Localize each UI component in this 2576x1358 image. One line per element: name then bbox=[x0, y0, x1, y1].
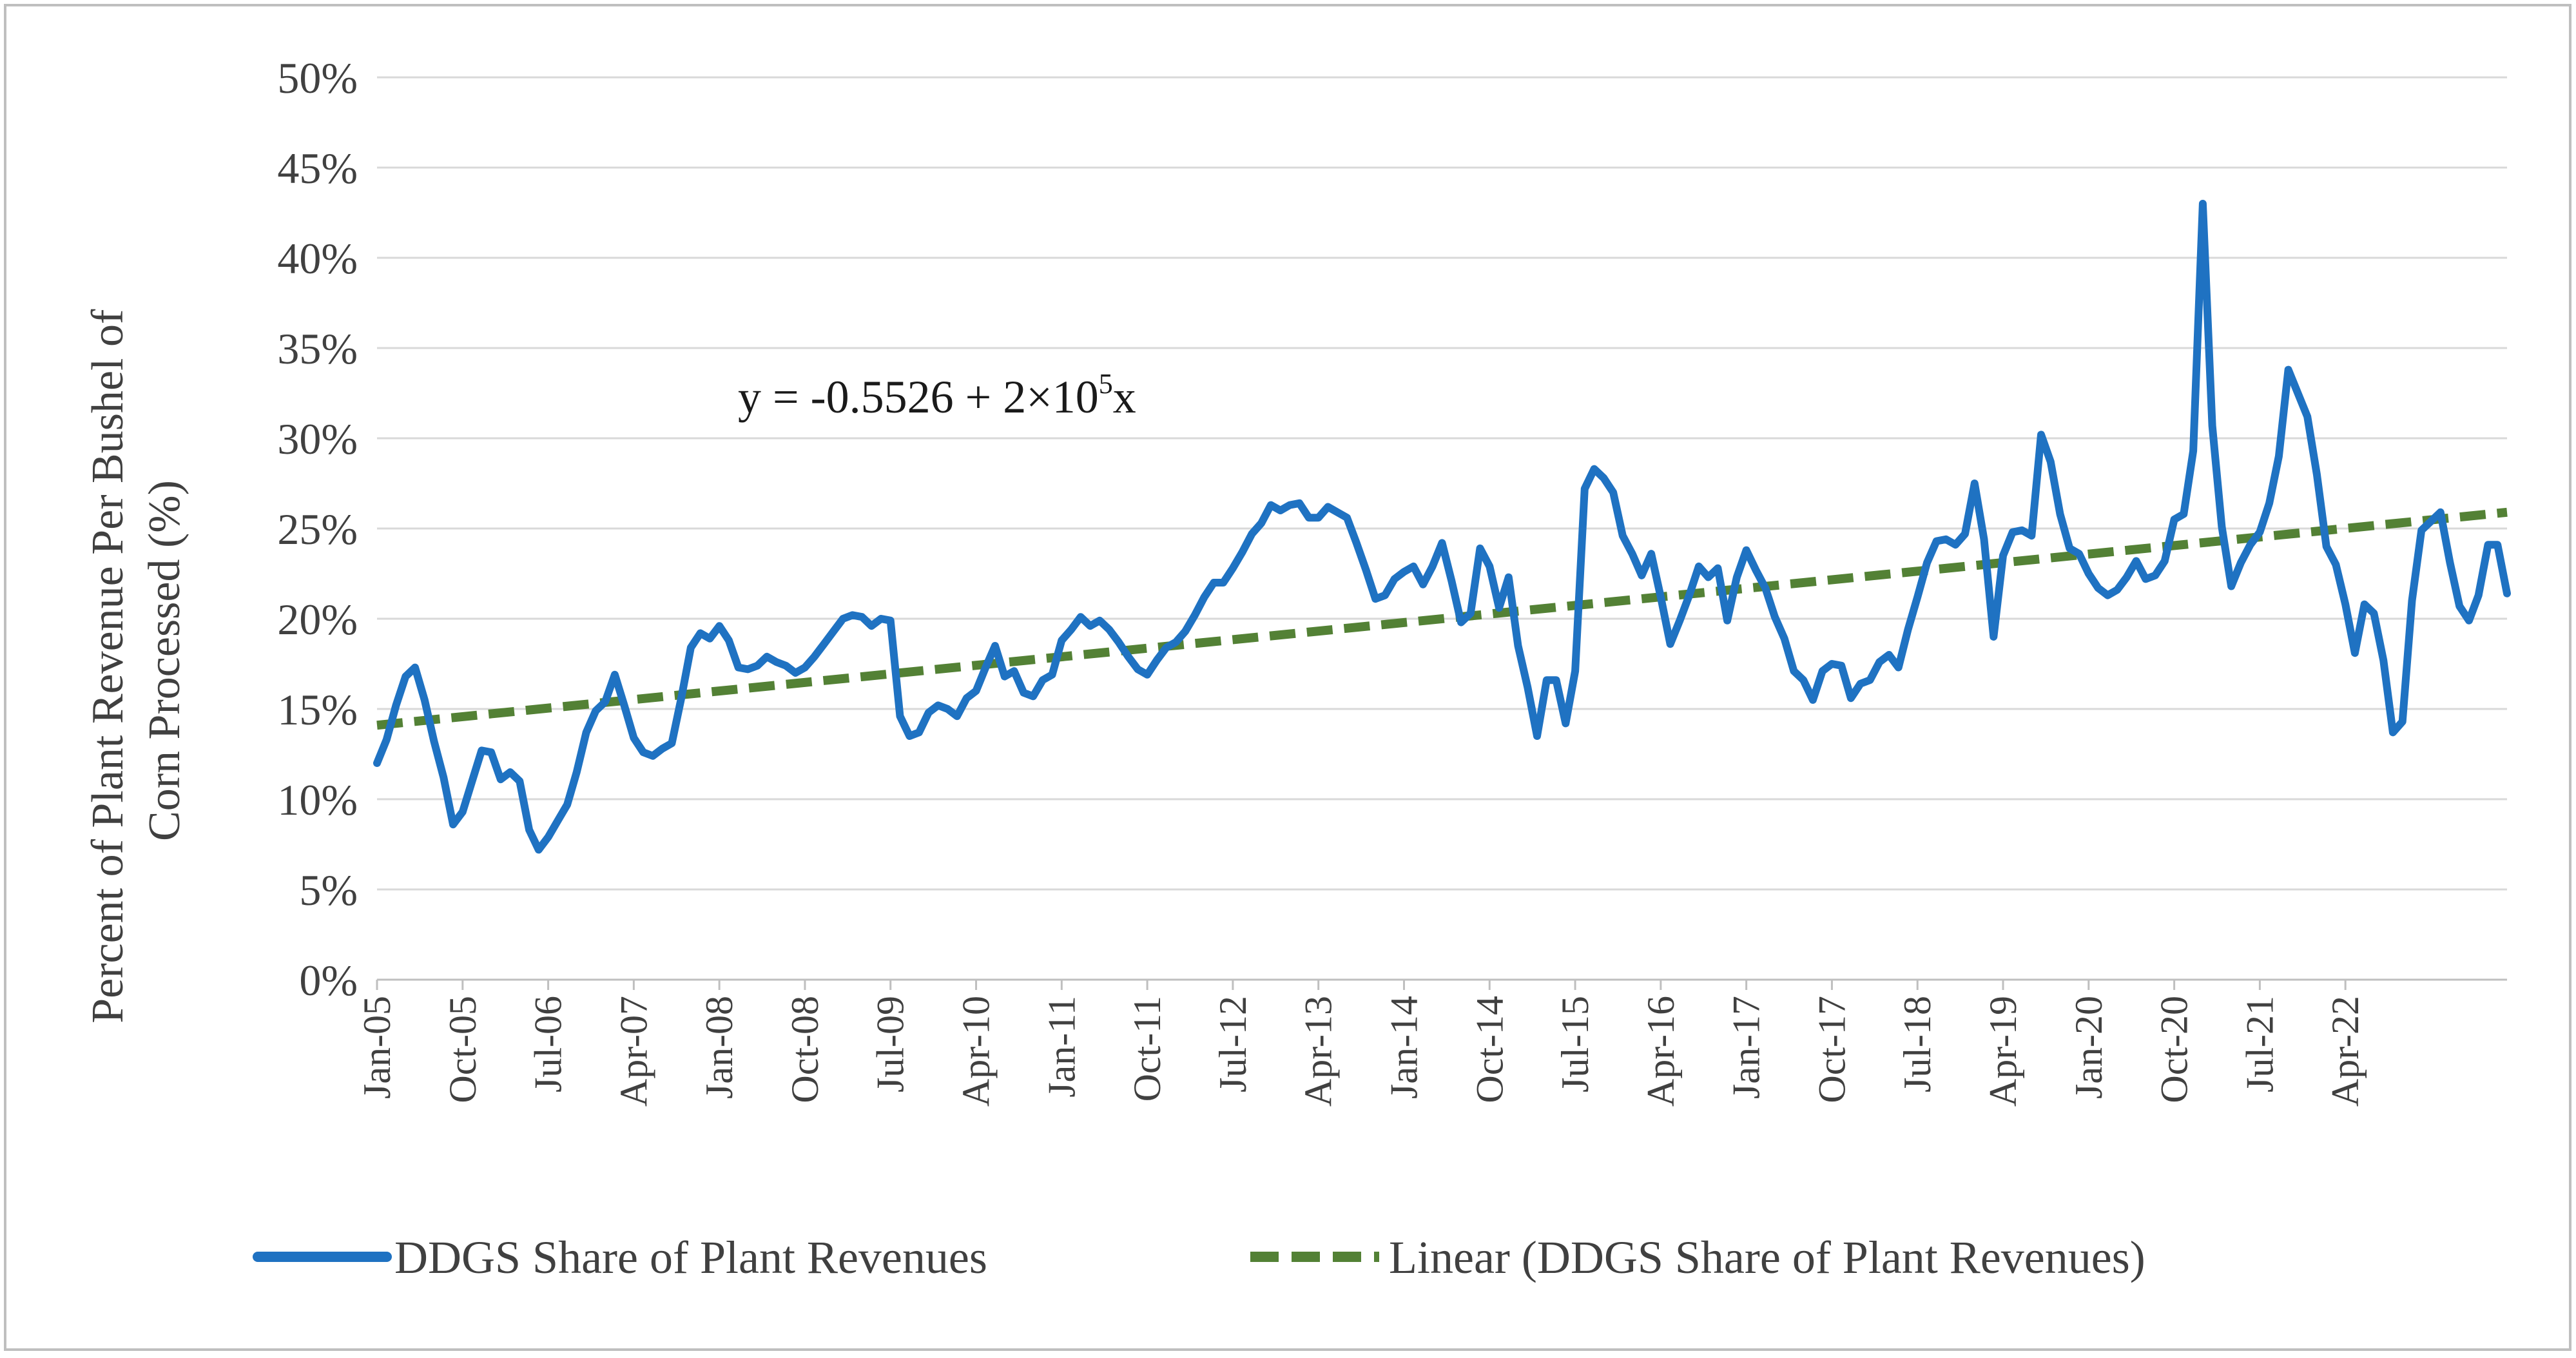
y-tick-label: 0% bbox=[299, 956, 358, 1005]
x-tick-label: Oct-17 bbox=[1810, 996, 1853, 1103]
y-tick-label: 5% bbox=[299, 866, 358, 915]
x-tick-label: Jul-12 bbox=[1212, 996, 1254, 1092]
y-axis-label: Percent of Plant Revenue Per Bushel of C… bbox=[83, 298, 189, 1023]
y-tick-label: 35% bbox=[277, 324, 358, 373]
x-tick-label: Jan-20 bbox=[2068, 996, 2110, 1099]
x-tick-label: Jul-18 bbox=[1896, 996, 1939, 1092]
x-tick-label: Jul-15 bbox=[1554, 996, 1596, 1092]
x-tick-label: Apr-07 bbox=[612, 996, 655, 1107]
y-tick-label: 10% bbox=[277, 775, 358, 824]
y-tick-label: 45% bbox=[277, 144, 358, 193]
x-tick-label: Apr-19 bbox=[1982, 996, 2024, 1107]
x-tick-label: Jan-11 bbox=[1040, 996, 1083, 1098]
x-tick-label: Jan-08 bbox=[698, 996, 741, 1099]
trendline-equation: y = -0.5526 + 2×105x bbox=[738, 368, 1136, 423]
legend: DDGS Share of Plant Revenues Linear (DDG… bbox=[253, 1232, 2145, 1283]
x-tick-label: Apr-22 bbox=[2324, 996, 2367, 1107]
series-group bbox=[373, 200, 2511, 854]
x-tick-label: Jan-14 bbox=[1382, 996, 1425, 1099]
y-tick-label: 15% bbox=[277, 685, 358, 734]
x-tick-label: Jul-09 bbox=[869, 996, 912, 1092]
y-tick-label: 50% bbox=[277, 53, 358, 102]
equation-prefix: y = -0.5526 + 2×10 bbox=[738, 371, 1099, 423]
x-tick-label: Jul-06 bbox=[527, 996, 570, 1092]
y-axis-label-line2: Corn Processed (%) bbox=[140, 480, 189, 841]
x-tick-label: Oct-05 bbox=[441, 996, 484, 1103]
x-tick-label: Oct-08 bbox=[784, 996, 826, 1103]
x-tick-label: Apr-13 bbox=[1297, 996, 1340, 1107]
gridlines bbox=[377, 76, 2507, 981]
y-tick-label: 25% bbox=[277, 505, 358, 554]
y-axis-label-line1: Percent of Plant Revenue Per Bushel of bbox=[83, 309, 133, 1023]
x-tick-label: Jul-21 bbox=[2238, 996, 2281, 1092]
series-linear-trendline bbox=[376, 507, 2508, 730]
x-tick-label: Jan-05 bbox=[356, 996, 398, 1099]
x-tick-label: Jan-17 bbox=[1725, 996, 1768, 1099]
x-tick-label: Apr-16 bbox=[1640, 996, 1682, 1107]
equation-suffix: x bbox=[1113, 371, 1136, 423]
x-tick-label: Apr-10 bbox=[955, 996, 998, 1107]
x-tick-label: Oct-20 bbox=[2153, 996, 2196, 1103]
y-tick-label: 20% bbox=[277, 595, 358, 644]
x-tick-label: Oct-14 bbox=[1468, 996, 1511, 1103]
x-tick-label: Oct-11 bbox=[1126, 996, 1168, 1101]
y-tick-label: 30% bbox=[277, 414, 358, 463]
y-axis-ticks: 0% 5% 10% 15% 20% 25% 30% 35% 40% 45% 50% bbox=[277, 53, 358, 1005]
legend-label-linear: Linear (DDGS Share of Plant Revenues) bbox=[1389, 1232, 2145, 1283]
y-tick-label: 40% bbox=[277, 234, 358, 283]
legend-label-ddgs: DDGS Share of Plant Revenues bbox=[394, 1232, 987, 1283]
chart-border bbox=[4, 4, 2571, 1351]
equation-superscript: 5 bbox=[1099, 368, 1113, 400]
series-ddgs-line bbox=[373, 200, 2511, 854]
x-axis-ticks: Jan-05 Oct-05 Jul-06 Apr-07 Jan-08 Oct-08 Jul-… bbox=[356, 980, 2367, 1107]
